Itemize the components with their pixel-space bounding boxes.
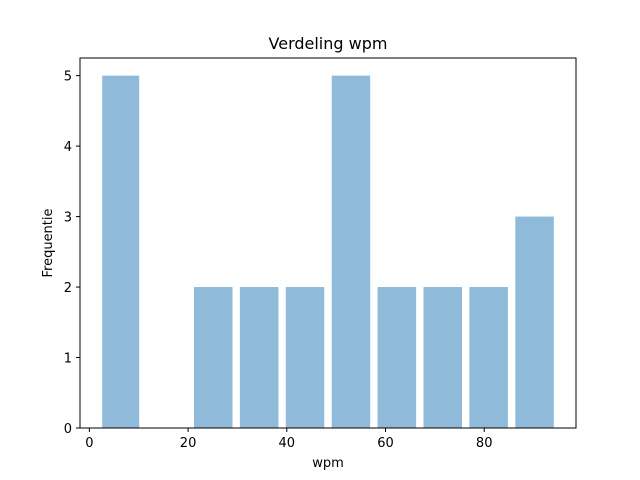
histogram-bar-8: [469, 287, 508, 428]
histogram-bar-9: [515, 216, 554, 428]
y-tick-label: 3: [64, 211, 72, 226]
chart-title: Verdeling wpm: [269, 34, 388, 53]
bars-group: [102, 75, 554, 428]
y-tick-label: 2: [64, 281, 72, 296]
x-tick-label: 60: [377, 436, 394, 451]
y-tick-label: 5: [64, 70, 72, 85]
histogram-bar-6: [377, 287, 417, 428]
x-axis-label: wpm: [312, 456, 344, 471]
histogram-bar-4: [285, 287, 325, 428]
y-tick-label: 0: [64, 422, 72, 437]
x-tick-label: 80: [476, 436, 493, 451]
histogram-bar-2: [194, 287, 233, 428]
x-tick-label: 20: [180, 436, 197, 451]
histogram-bar-3: [239, 287, 279, 428]
x-tick-label: 0: [85, 436, 93, 451]
y-tick-label: 1: [64, 352, 72, 367]
histogram-bar-0: [102, 75, 140, 428]
y-tick-label: 4: [64, 140, 72, 155]
plot-frame: [79, 57, 577, 429]
y-axis-label: Frequentie: [41, 208, 56, 277]
y-axis: 0 1 2 3 4 5: [64, 70, 80, 437]
histogram-bar-5: [331, 75, 371, 428]
x-axis: 0 20 40 60 80: [85, 428, 492, 451]
histogram-bar-7: [423, 287, 462, 428]
x-tick-label: 40: [279, 436, 296, 451]
